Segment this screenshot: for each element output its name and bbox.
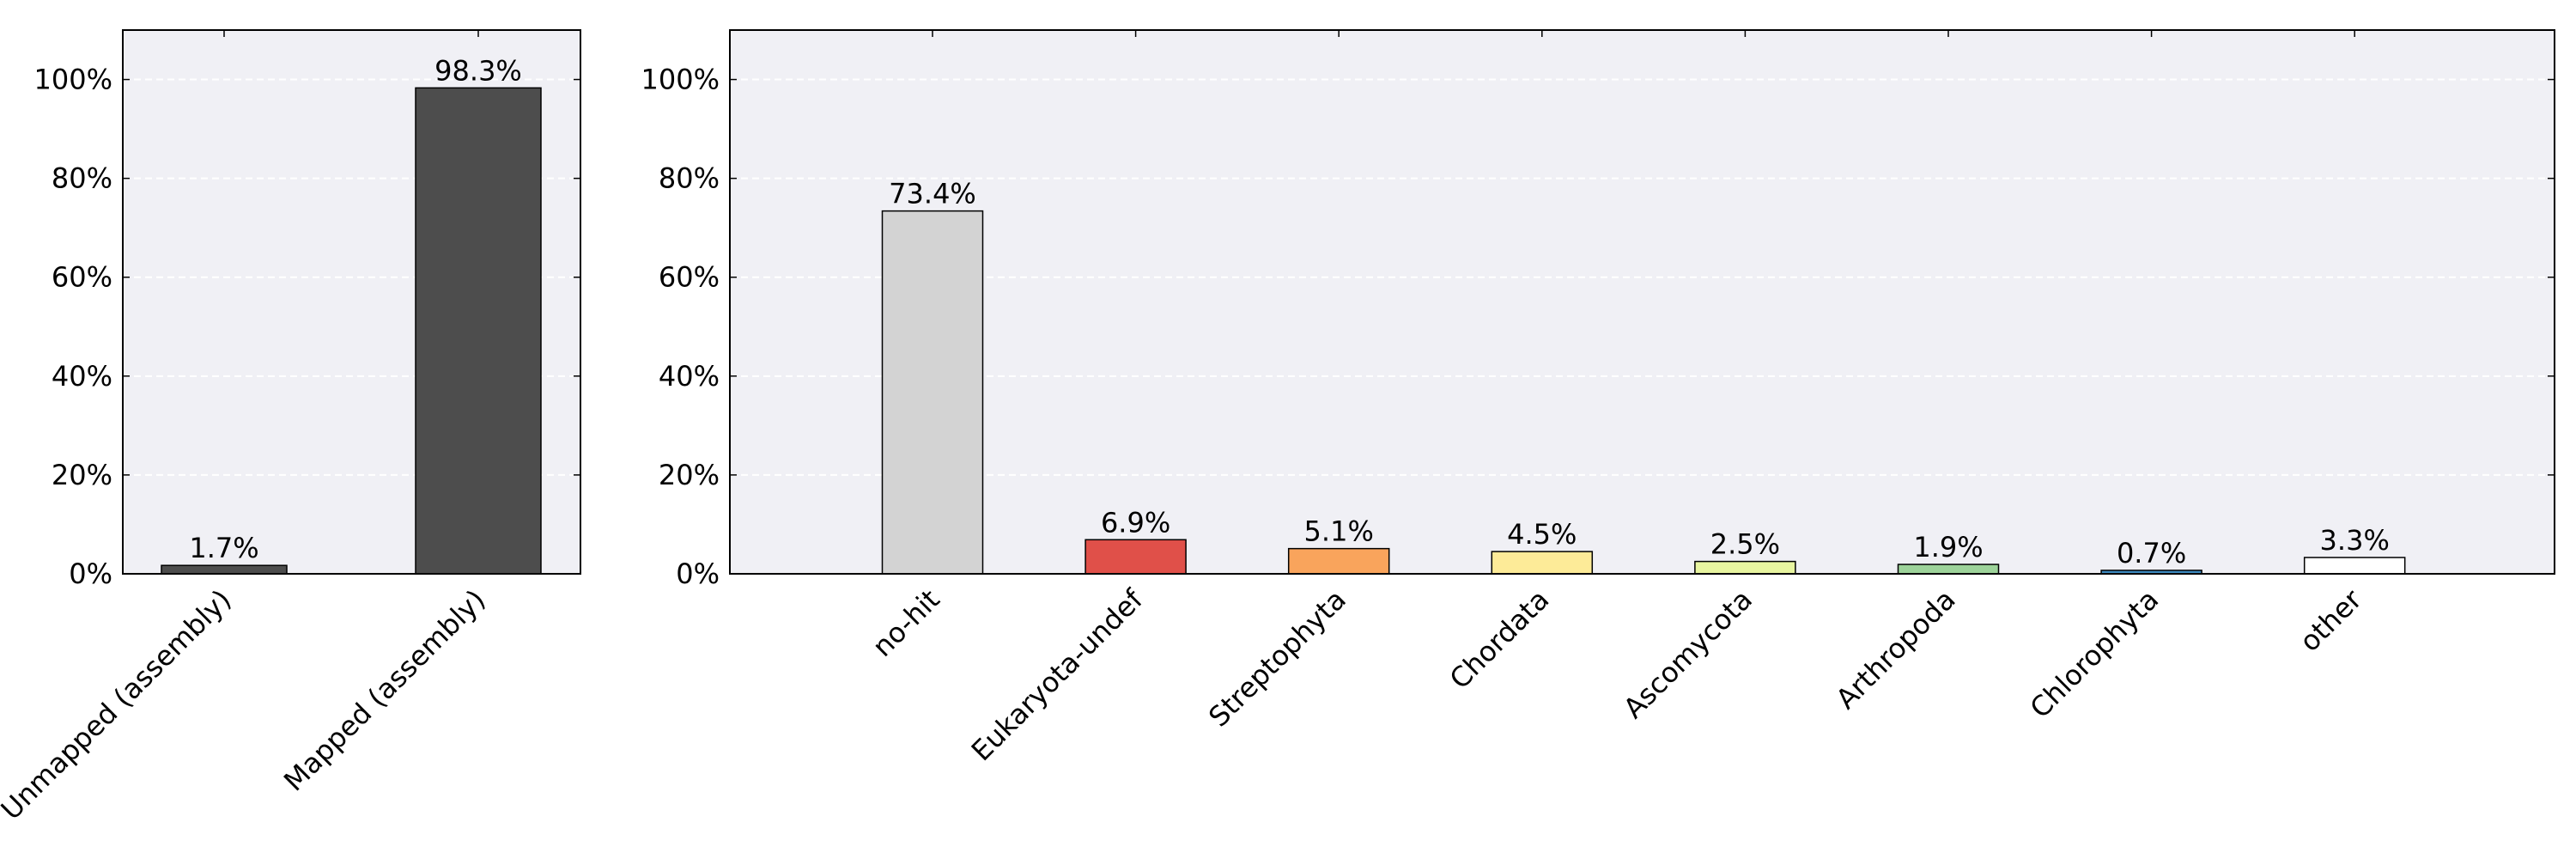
y-tick-label: 40% — [52, 360, 112, 393]
value-label: 1.7% — [189, 532, 258, 564]
bar-streptophyta — [1287, 547, 1390, 575]
value-label: 98.3% — [434, 54, 522, 87]
plot-border — [729, 29, 2555, 575]
left-chart-panel: 0% 20% 40% 60% 80% 100% 1.7% Unmapped (assembly… — [0, 29, 581, 826]
category-label: Arthropoda — [1830, 583, 1962, 716]
category-label: Unmapped (assembly) — [0, 583, 238, 826]
y-tick-label: 100% — [34, 64, 112, 96]
category-label: other — [2293, 582, 2369, 658]
y-tick-label: 80% — [659, 162, 720, 195]
bar-chordata — [1491, 551, 1594, 575]
category-label: no-hit — [866, 583, 946, 663]
value-label: 0.7% — [2117, 537, 2186, 570]
bar-no-hit — [881, 210, 984, 575]
bar-ascomycota — [1694, 560, 1796, 575]
bar-mapped-assembly — [415, 87, 542, 575]
category-label: Ascomycota — [1617, 583, 1759, 725]
value-label: 5.1% — [1304, 515, 1374, 548]
y-tick-label: 20% — [659, 459, 720, 491]
y-tick-label: 60% — [659, 261, 720, 294]
value-label: 3.3% — [2320, 524, 2390, 557]
value-label: 73.4% — [889, 178, 976, 210]
value-label: 4.5% — [1507, 518, 1577, 551]
y-tick-label: 100% — [641, 64, 720, 96]
category-label: Mapped (assembly) — [277, 583, 492, 798]
y-tick-label: 20% — [52, 459, 112, 491]
value-label: 1.9% — [1913, 531, 1983, 564]
value-label: 6.9% — [1101, 506, 1170, 539]
y-tick-label: 0% — [69, 557, 112, 590]
bar-other — [2303, 557, 2406, 575]
plot-area — [729, 29, 2555, 575]
category-label: Chordata — [1443, 583, 1556, 696]
value-label: 2.5% — [1710, 528, 1780, 561]
right-chart-panel: 0% 20% 40% 60% 80% 100% 73.4% no-hit 6.9% Eukaryo… — [641, 29, 2555, 767]
category-label: Streptophyta — [1202, 583, 1352, 734]
bar-eukaryota-undef — [1084, 539, 1187, 575]
bar-unmapped-assembly — [161, 564, 288, 575]
plot-border — [122, 29, 581, 575]
category-label: Eukaryota-undef — [965, 582, 1150, 767]
y-tick-label: 40% — [659, 360, 720, 393]
category-label: Chlorophyta — [2024, 583, 2166, 725]
y-tick-label: 80% — [52, 162, 112, 195]
y-tick-label: 0% — [676, 557, 720, 590]
bar-arthropoda — [1897, 564, 2000, 575]
y-tick-label: 60% — [52, 261, 112, 294]
